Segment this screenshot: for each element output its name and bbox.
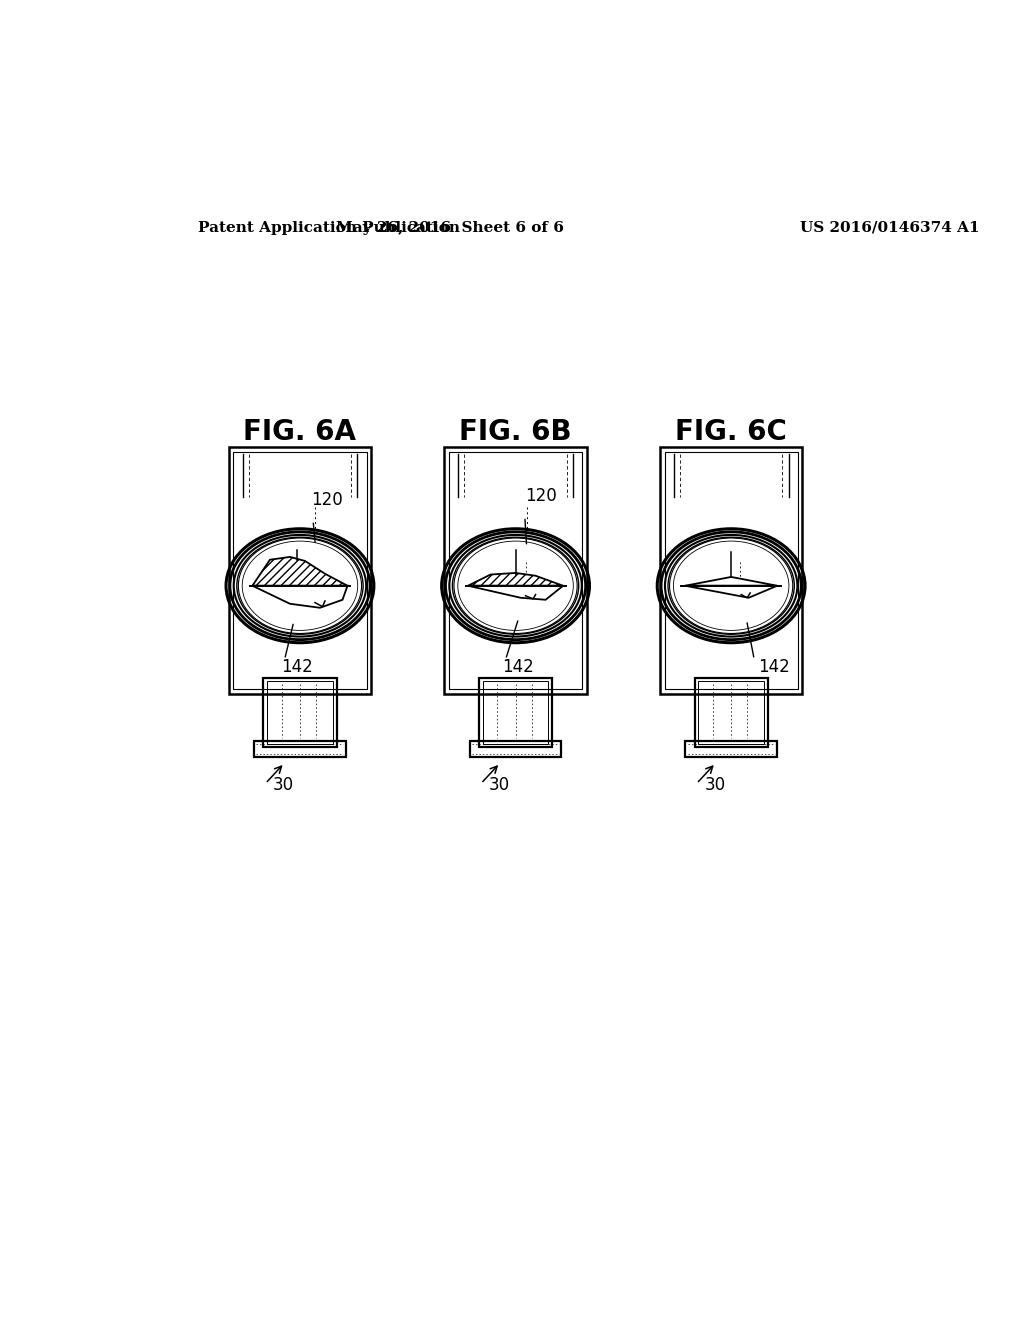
Text: 120: 120 [524,487,557,506]
Bar [444,447,587,693]
Polygon shape [685,577,777,586]
Bar [685,742,777,756]
Bar [228,447,371,693]
Text: 30: 30 [273,776,294,795]
Bar [267,681,333,744]
Bar [470,742,561,756]
Text: 142: 142 [502,659,534,676]
Text: FIG. 6B: FIG. 6B [459,417,571,446]
Text: May 26, 2016  Sheet 6 of 6: May 26, 2016 Sheet 6 of 6 [336,220,564,235]
Bar [694,678,768,747]
Polygon shape [252,557,347,586]
Text: 142: 142 [758,659,790,676]
Text: 142: 142 [281,659,312,676]
Text: FIG. 6A: FIG. 6A [244,417,356,446]
Polygon shape [685,586,777,598]
Bar [483,681,548,744]
Text: 30: 30 [705,776,725,795]
Bar [254,742,346,756]
Polygon shape [468,573,563,586]
Bar [233,451,367,689]
Bar [659,447,803,693]
Text: FIG. 6C: FIG. 6C [675,417,787,446]
Polygon shape [252,586,347,607]
Text: Patent Application Publication: Patent Application Publication [199,220,461,235]
Bar [479,678,552,747]
Text: 120: 120 [311,491,343,508]
Text: US 2016/0146374 A1: US 2016/0146374 A1 [801,220,980,235]
Bar [263,678,337,747]
Polygon shape [468,586,563,599]
Bar [449,451,583,689]
Bar [698,681,764,744]
Bar [665,451,798,689]
Text: 30: 30 [488,776,510,795]
